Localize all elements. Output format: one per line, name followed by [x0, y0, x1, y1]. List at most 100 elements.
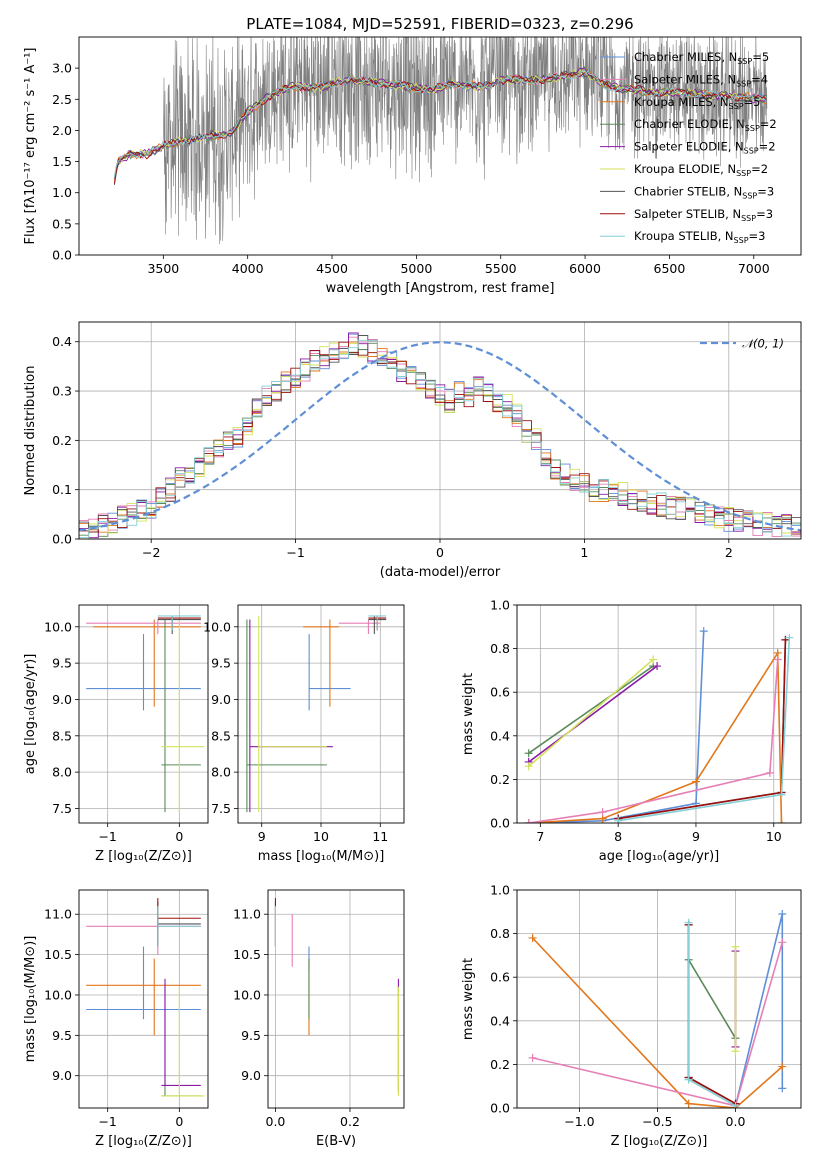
x-tick-label: −1 — [98, 1114, 116, 1129]
y-tick-label: 9.0 — [211, 692, 231, 707]
legend: 𝒩(0, 1) — [700, 337, 784, 351]
errorbar-kroupa_stelib — [157, 906, 201, 947]
y-axis-label: mass [log₁₀(M/M⊙)] — [23, 936, 38, 1063]
y-axis-label: Flux [fλ10⁻¹⁷ erg cm⁻² s⁻¹ A⁻¹] — [23, 48, 38, 245]
y-tick-label: 10.5 — [233, 947, 261, 962]
x-axis-label: Z [log₁₀(Z/Z⊙)] — [95, 1134, 192, 1149]
errorbar-salpeter_elodie — [161, 978, 201, 1086]
y-axis-label: mass weight — [461, 673, 476, 755]
axes-frame — [78, 604, 209, 824]
weight-line-chabrier_elodie — [528, 665, 654, 754]
residual-hist-salpeter_stelib — [79, 341, 801, 535]
y-tick-label: 0.4 — [490, 1013, 510, 1028]
x-axis-label: mass [log₁₀(M/M⊙)] — [258, 849, 385, 864]
y-tick-label: 1.5 — [52, 154, 72, 169]
x-tick-label: 1 — [580, 545, 588, 560]
weight-marker-salpeter_stelib — [781, 635, 790, 644]
panel-age_vs_mass: 9 10 11 7.5 8.0 8.5 9.0 9.5 10.0 mass [log₁₀(M/M⊙… — [203, 604, 405, 864]
y-tick-label: 0.0 — [52, 248, 72, 263]
x-tick-label: 11 — [372, 829, 388, 844]
model-kroupa_stelib — [113, 69, 767, 178]
y-tick-label: 9.0 — [52, 1068, 72, 1083]
y-tick-label: 1.0 — [52, 185, 72, 200]
x-tick-label: 9 — [692, 829, 700, 844]
weight-marker-kroupa_elodie — [524, 762, 533, 771]
x-tick-label: 10 — [313, 829, 329, 844]
axes-frame — [516, 889, 802, 1109]
y-tick-label: 1.0 — [490, 883, 510, 898]
axes-frame — [78, 36, 802, 256]
y-tick-label: 10.0 — [44, 987, 72, 1002]
weight-line-salpeter_miles — [528, 659, 779, 823]
y-tick-label: 0.3 — [52, 384, 72, 399]
residual-hist-kroupa_elodie — [79, 342, 801, 539]
x-tick-label: −1.0 — [564, 1114, 594, 1129]
y-tick-label: 0.2 — [490, 1057, 510, 1072]
figure-title: PLATE=1084, MJD=52591, FIBERID=0323, z=0… — [246, 15, 633, 33]
legend-entry-chabrier_miles: Chabrier MILES, NSSP=5 — [634, 50, 769, 66]
legend-entry-kroupa_stelib: Kroupa STELIB, NSSP=3 — [634, 229, 765, 245]
y-tick-label: 2.0 — [52, 123, 72, 138]
weight-line-chabrier_elodie — [687, 959, 737, 1039]
weight-line-kroupa_stelib — [618, 637, 791, 822]
y-tick-label: 8.5 — [211, 728, 231, 743]
y-tick-label: 2.5 — [52, 92, 72, 107]
weight-marker-kroupa_stelib — [684, 1075, 693, 1084]
weight-marker-kroupa_miles — [691, 777, 700, 786]
legend-entry-chabrier_elodie: Chabrier ELODIE, NSSP=2 — [634, 117, 777, 133]
weight-line-salpeter_stelib — [687, 924, 736, 1105]
x-tick-label: 4000 — [232, 261, 264, 276]
weight-line-kroupa_miles — [532, 937, 783, 1108]
legend-entry-kroupa_elodie: Kroupa ELODIE, NSSP=2 — [634, 162, 768, 178]
legend-entry-normal: 𝒩(0, 1) — [742, 337, 784, 351]
weight-line-kroupa_stelib — [687, 922, 736, 1107]
errorbar-chabrier_elodie — [161, 619, 201, 813]
legend-entry-salpeter_elodie: Salpeter ELODIE, NSSP=2 — [634, 140, 776, 156]
x-tick-label: 0.2 — [340, 1114, 360, 1129]
model-kroupa_elodie — [113, 69, 767, 181]
panel-mass_vs_Z: −1 0 9.0 9.5 10.0 10.5 11.0 Z [log₁₀(Z/Z⊙)] mass… — [23, 889, 209, 1149]
weight-marker-kroupa_stelib — [614, 816, 623, 823]
weight-marker-salpeter_elodie — [653, 662, 662, 671]
errorbar-salpeter_miles — [338, 619, 381, 635]
plot-area — [274, 898, 399, 1096]
weight-line-chabrier_miles — [734, 913, 784, 1106]
weight-marker-kroupa_elodie — [649, 655, 658, 664]
residual-hist-kroupa_stelib — [79, 339, 801, 538]
x-tick-label: 0 — [436, 545, 444, 560]
y-tick-label: 0.6 — [490, 685, 510, 700]
y-tick-label: 9.5 — [52, 1028, 72, 1043]
errorbar-chabrier_elodie — [246, 619, 327, 813]
plot-area — [86, 615, 205, 813]
errorbar-kroupa_stelib — [368, 615, 387, 631]
y-tick-label: 0.4 — [52, 334, 72, 349]
y-tick-label: 10.5 — [44, 947, 72, 962]
weight-marker-kroupa_miles — [528, 933, 537, 942]
x-tick-label: 8 — [614, 829, 622, 844]
weight-marker-kroupa_stelib — [684, 918, 693, 927]
gridlines — [238, 605, 404, 823]
y-tick-label: 9.5 — [211, 656, 231, 671]
weight-marker-chabrier_miles — [699, 627, 708, 636]
y-tick-label: 0.8 — [490, 641, 510, 656]
plot-area — [246, 615, 387, 813]
residual-hist-salpeter_miles — [79, 336, 801, 538]
y-tick-label: 11.0 — [44, 907, 72, 922]
y-tick-label: 9.0 — [52, 692, 72, 707]
x-tick-label: 0 — [175, 1114, 183, 1129]
x-tick-label: 6500 — [654, 261, 686, 276]
axes-frame — [78, 321, 802, 540]
y-tick-label: 9.0 — [241, 1068, 261, 1083]
x-tick-label: −0.5 — [642, 1114, 672, 1129]
weight-marker-salpeter_miles — [524, 819, 533, 823]
panel-mass_vs_ebv: 0.0 0.2 9.0 9.5 10.0 10.5 11.0 E(B-V) — [233, 889, 405, 1149]
weight-marker-salpeter_miles — [528, 1053, 537, 1062]
residual-hist-chabrier_stelib — [79, 335, 801, 533]
y-tick-label: 10.0 — [233, 987, 261, 1002]
errorbar-kroupa_elodie — [161, 619, 205, 813]
y-tick-label: 8.0 — [211, 765, 231, 780]
y-tick-label: 0.0 — [490, 1101, 510, 1116]
legend: Chabrier MILES, NSSP=5 Salpeter MILES, NS… — [600, 50, 777, 245]
x-tick-label: 7000 — [738, 261, 770, 276]
